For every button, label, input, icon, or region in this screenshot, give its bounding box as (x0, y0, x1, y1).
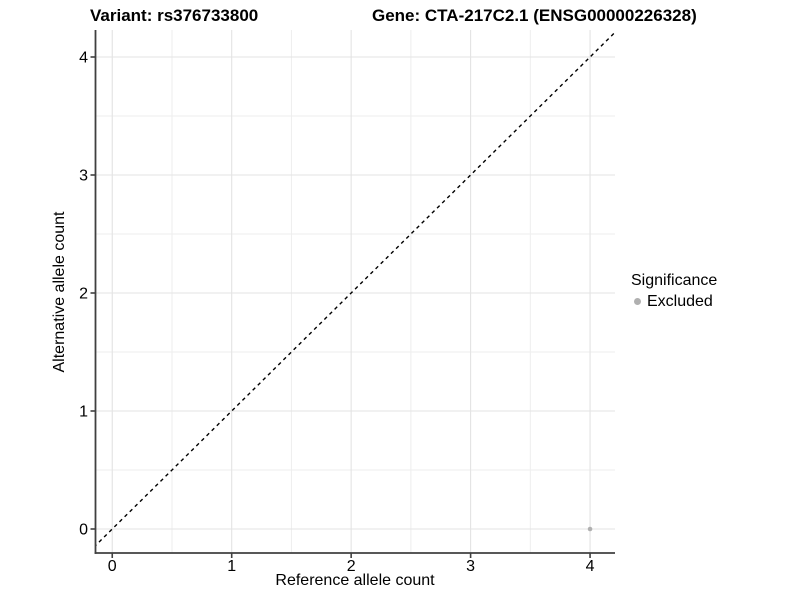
x-tick-label: 0 (108, 558, 117, 575)
x-tick-label: 4 (586, 558, 595, 575)
y-axis-title: Alternative allele count (51, 211, 68, 373)
legend-item-label: Excluded (647, 293, 713, 310)
legend-item-excluded: Excluded (631, 292, 717, 311)
data-point-excluded (587, 526, 593, 532)
x-axis-title: Reference allele count (275, 572, 435, 589)
legend-title: Significance (631, 272, 718, 289)
x-tick-label: 3 (466, 558, 475, 575)
y-tick-label: 1 (79, 404, 88, 421)
identity-dashed-line (95, 31, 615, 547)
y-tick-label: 0 (79, 522, 88, 539)
plot-title-gene: Gene: CTA-217C2.1 (ENSG00000226328) (372, 6, 697, 25)
legend: Significance Excluded (631, 271, 717, 311)
y-tick-label: 2 (79, 286, 88, 303)
y-tick-label: 3 (79, 168, 88, 185)
plot-title-variant: Variant: rs376733800 (90, 6, 259, 25)
x-tick-label: 1 (227, 558, 236, 575)
excluded-point-icon (634, 298, 641, 305)
y-tick-label: 4 (79, 50, 88, 67)
x-tick-label: 2 (347, 558, 356, 575)
